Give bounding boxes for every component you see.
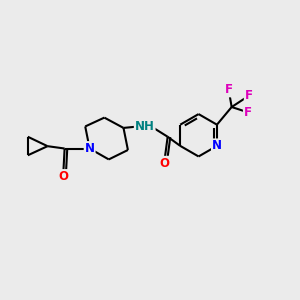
Text: O: O xyxy=(159,157,169,170)
Text: F: F xyxy=(225,83,233,96)
Text: F: F xyxy=(245,89,253,102)
Text: N: N xyxy=(85,142,94,155)
Text: NH: NH xyxy=(135,120,155,133)
Text: O: O xyxy=(58,170,68,183)
Text: N: N xyxy=(212,140,222,152)
Text: F: F xyxy=(244,106,252,119)
